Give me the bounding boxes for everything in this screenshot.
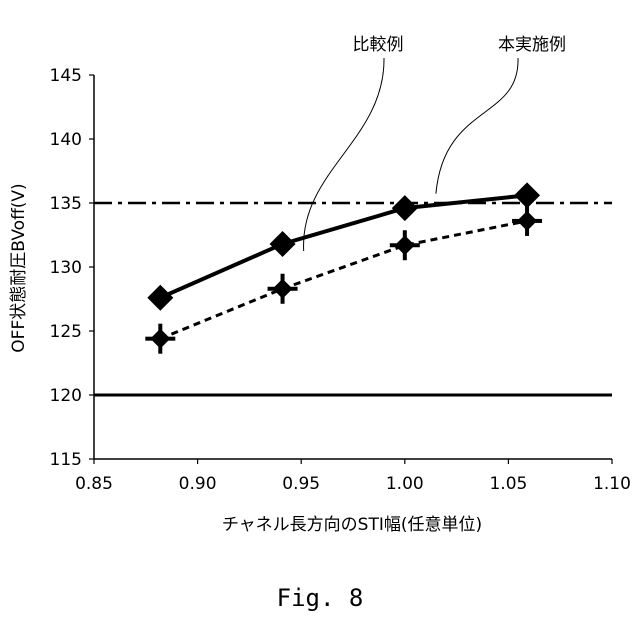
x-tick-label: 0.95 [282,474,320,494]
x-axis-title: チャネル長方向のSTI幅(任意単位) [222,515,482,535]
annotation-leader-comparison [304,58,384,251]
y-axis-title: OFF状態耐圧BVoff(V) [9,183,29,352]
x-tick-label: 1.05 [489,474,527,494]
data-point-comparison [268,274,298,304]
x-tick-label: 0.90 [179,474,217,494]
y-tick-label: 125 [50,322,82,342]
data-point-embodiment [514,182,540,208]
data-point-embodiment [147,285,173,311]
x-tick-label: 1.00 [386,474,424,494]
series-layer [145,182,542,353]
y-tick-label: 135 [50,194,82,214]
series-line-embodiment [160,195,527,297]
y-tick-label: 115 [50,450,82,470]
annotation-leader-embodiment [436,58,518,194]
x-tick-label: 1.10 [593,474,631,494]
data-point-comparison [145,324,175,354]
data-point-comparison [390,230,420,260]
axes [94,75,612,459]
x-tick-label: 0.85 [75,474,113,494]
series-line-comparison [160,221,527,339]
y-tick-label: 145 [50,66,82,86]
y-tick-label: 140 [50,130,82,150]
tick-labels: 115 120 125 130 135 140 145 0.85 0.90 0.95 1.00 1.0… [50,66,631,494]
annotation-embodiment-label: 本実施例 [498,35,566,55]
annotation-comparison-label: 比較例 [353,35,404,55]
data-point-comparison [512,206,542,236]
data-point-embodiment [392,195,418,221]
y-tick-label: 130 [50,258,82,278]
y-tick-label: 120 [50,386,82,406]
figure-label: Fig. 8 [277,584,364,612]
data-point-embodiment [270,231,296,257]
